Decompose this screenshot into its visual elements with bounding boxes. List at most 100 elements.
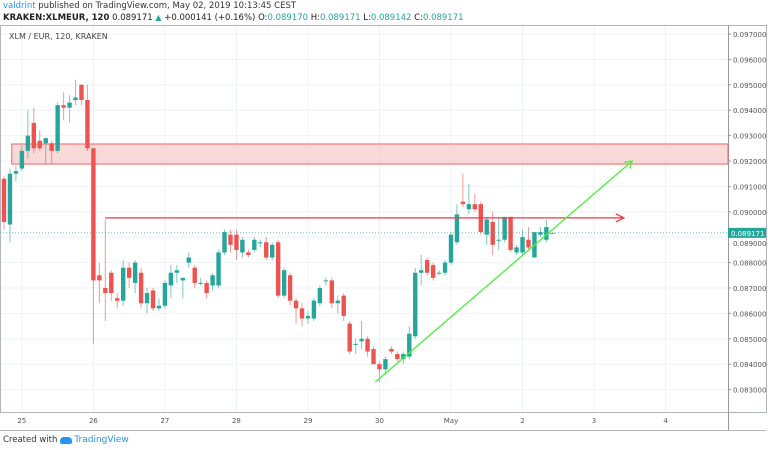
y-tick-label: 0.086000 [733, 310, 766, 318]
candle-down [341, 295, 346, 316]
candle-down [389, 348, 394, 352]
cloud-icon [60, 437, 73, 444]
y-tick-label: 0.094000 [733, 107, 766, 115]
candle-up [317, 288, 323, 304]
candle-up [514, 247, 519, 253]
candle-down [126, 267, 132, 278]
candle-up [502, 216, 507, 240]
candle-up [496, 239, 501, 241]
y-tick-label: 0.090000 [733, 209, 766, 217]
candle-down [264, 242, 269, 258]
x-tick-label: 3 [592, 417, 596, 425]
candle-up [13, 171, 19, 174]
candle-up [156, 305, 162, 309]
candle-up [407, 333, 412, 357]
candle-up [19, 150, 25, 169]
candle-up [281, 270, 287, 296]
candle-up [180, 277, 185, 281]
candle-up [168, 272, 174, 286]
x-tick-label: 27 [160, 417, 169, 425]
candle-down [460, 201, 466, 205]
candle-up [25, 135, 31, 151]
high-label: H: [310, 13, 320, 23]
created-with-text: Created with [3, 435, 58, 445]
y-tick-label: 0.089000 [733, 240, 766, 248]
candle-down [246, 252, 251, 255]
candle-up [174, 270, 180, 273]
last-price: 0.089171 [112, 13, 153, 23]
candle-up [353, 343, 358, 345]
candle-up [252, 239, 257, 250]
arrow-head-icon [624, 160, 634, 169]
candle-up [335, 300, 340, 304]
candle-up [538, 232, 543, 235]
candle-up [520, 237, 525, 253]
close-value: 0.089171 [422, 13, 464, 23]
candle-up [7, 173, 13, 225]
candle-down [234, 234, 239, 250]
brand-name: TradingView [74, 435, 129, 445]
tradingview-logo[interactable]: TradingView [60, 435, 129, 446]
candle-up [258, 242, 263, 244]
open-label: O: [258, 13, 268, 23]
candle-down [228, 234, 233, 245]
open-value: 0.089170 [267, 13, 309, 23]
candle-up [305, 315, 311, 319]
candle-down [508, 216, 513, 250]
candle-up [198, 282, 203, 284]
publish-info: valdrint published on TradingView.com, M… [3, 1, 296, 11]
candle-down [192, 267, 197, 283]
symbol: KRAKEN:XLMEUR, 120 [3, 13, 110, 23]
x-tick-label: 29 [303, 417, 312, 425]
published-text: published on TradingView.com, May 02, 20… [38, 1, 297, 11]
y-tick-label: 0.087000 [733, 285, 766, 293]
y-tick-label: 0.097000 [733, 31, 766, 39]
x-tick-label: 26 [89, 417, 98, 425]
y-tick-label: 0.092000 [733, 158, 766, 166]
candle-up [442, 262, 448, 273]
candle-up [132, 262, 138, 283]
y-tick-label: 0.085000 [733, 336, 766, 344]
symbol-info: KRAKEN:XLMEUR, 120 0.089171 ▲ +0.000141 … [3, 13, 464, 23]
candle-down [1, 178, 7, 222]
candle-down [395, 354, 400, 360]
candle-down [204, 282, 209, 294]
candle-down [37, 140, 42, 149]
y-tick-label: 0.084000 [733, 361, 766, 369]
candle-down [526, 239, 531, 248]
arrow-head-icon [615, 213, 626, 223]
candle-down [371, 348, 376, 365]
candle-up [311, 300, 317, 319]
candle-up [210, 275, 215, 286]
candle-down [299, 308, 305, 319]
price-change: +0.000141 (+0.16%) [164, 13, 256, 23]
candle-up [359, 338, 364, 342]
candle-down [287, 275, 293, 301]
candle-down [329, 280, 334, 304]
candle-down [109, 272, 114, 294]
x-tick-label: May [444, 417, 458, 425]
candle-up [162, 282, 168, 306]
y-tick-label: 0.091000 [733, 183, 766, 191]
candle-up [121, 267, 126, 301]
candle-down [430, 265, 436, 278]
candle-up [550, 232, 555, 234]
candle-down [365, 338, 370, 352]
author-link[interactable]: valdrint [3, 1, 36, 11]
x-tick-label: 2 [520, 417, 524, 425]
candle-down [424, 260, 430, 273]
y-tick-label: 0.088000 [733, 260, 766, 268]
candle-up [240, 239, 245, 253]
up-triangle-icon: ▲ [155, 13, 162, 22]
low-label: L: [363, 13, 371, 23]
candle-down [91, 148, 96, 281]
candle-up [466, 204, 472, 210]
chart-legend: XLM / EUR, 120, KRAKEN [9, 32, 108, 41]
candle-up [454, 214, 460, 243]
candle-up [419, 270, 424, 273]
candle-down [49, 143, 54, 151]
trend-arrow-line [374, 160, 633, 383]
candle-up [144, 293, 150, 304]
candle-up [484, 219, 489, 235]
